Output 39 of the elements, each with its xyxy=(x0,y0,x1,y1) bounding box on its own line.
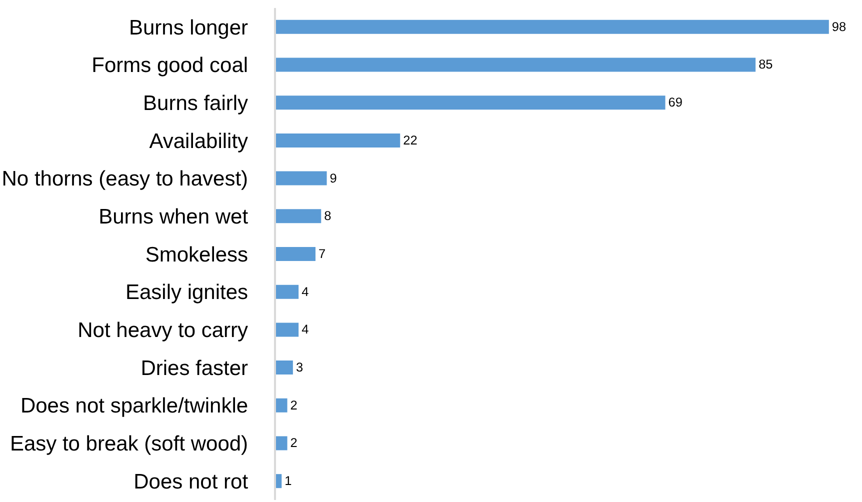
data-label: 98 xyxy=(832,18,846,34)
y-tick-label: Smokeless xyxy=(145,243,248,266)
bar xyxy=(276,284,299,299)
y-tick-label: Forms good coal xyxy=(92,54,248,78)
data-label: 4 xyxy=(302,322,309,337)
y-tick-label: Not heavy to carry xyxy=(78,319,249,342)
bar xyxy=(276,58,756,72)
data-label: 22 xyxy=(403,132,418,148)
y-tick-label: Burns when wet xyxy=(98,206,248,228)
bar xyxy=(276,360,293,375)
bar xyxy=(276,474,282,488)
data-label: 85 xyxy=(758,56,773,72)
data-label: 8 xyxy=(324,208,332,224)
bar xyxy=(276,209,322,224)
bar xyxy=(276,247,316,261)
data-label: 3 xyxy=(296,359,304,374)
y-tick-label: Easy to break (soft wood) xyxy=(10,432,248,456)
y-tick-label: Burns longer xyxy=(128,16,248,40)
data-label: 2 xyxy=(290,397,298,412)
bar xyxy=(276,322,299,337)
bar xyxy=(276,436,288,450)
y-tick-label: Does not rot xyxy=(134,470,248,494)
y-tick-label: Burns fairly xyxy=(143,92,249,115)
data-label: 9 xyxy=(330,170,337,186)
data-label: 1 xyxy=(284,473,292,488)
data-label: 4 xyxy=(302,284,309,299)
data-label: 69 xyxy=(668,94,683,110)
bar xyxy=(276,133,400,148)
y-tick-label: Easily ignites xyxy=(125,281,248,304)
y-tick-label: Availability xyxy=(149,130,249,153)
y-tick-label: No thorns (easy to havest) xyxy=(2,168,248,191)
data-label: 7 xyxy=(318,246,326,261)
bar xyxy=(276,20,829,34)
y-tick-label: Dries faster xyxy=(140,356,248,380)
bar xyxy=(276,171,327,186)
data-label: 2 xyxy=(290,435,298,450)
y-tick-label: Does not sparkle/twinkle xyxy=(20,394,248,418)
bar xyxy=(276,96,666,110)
bar xyxy=(276,398,288,412)
